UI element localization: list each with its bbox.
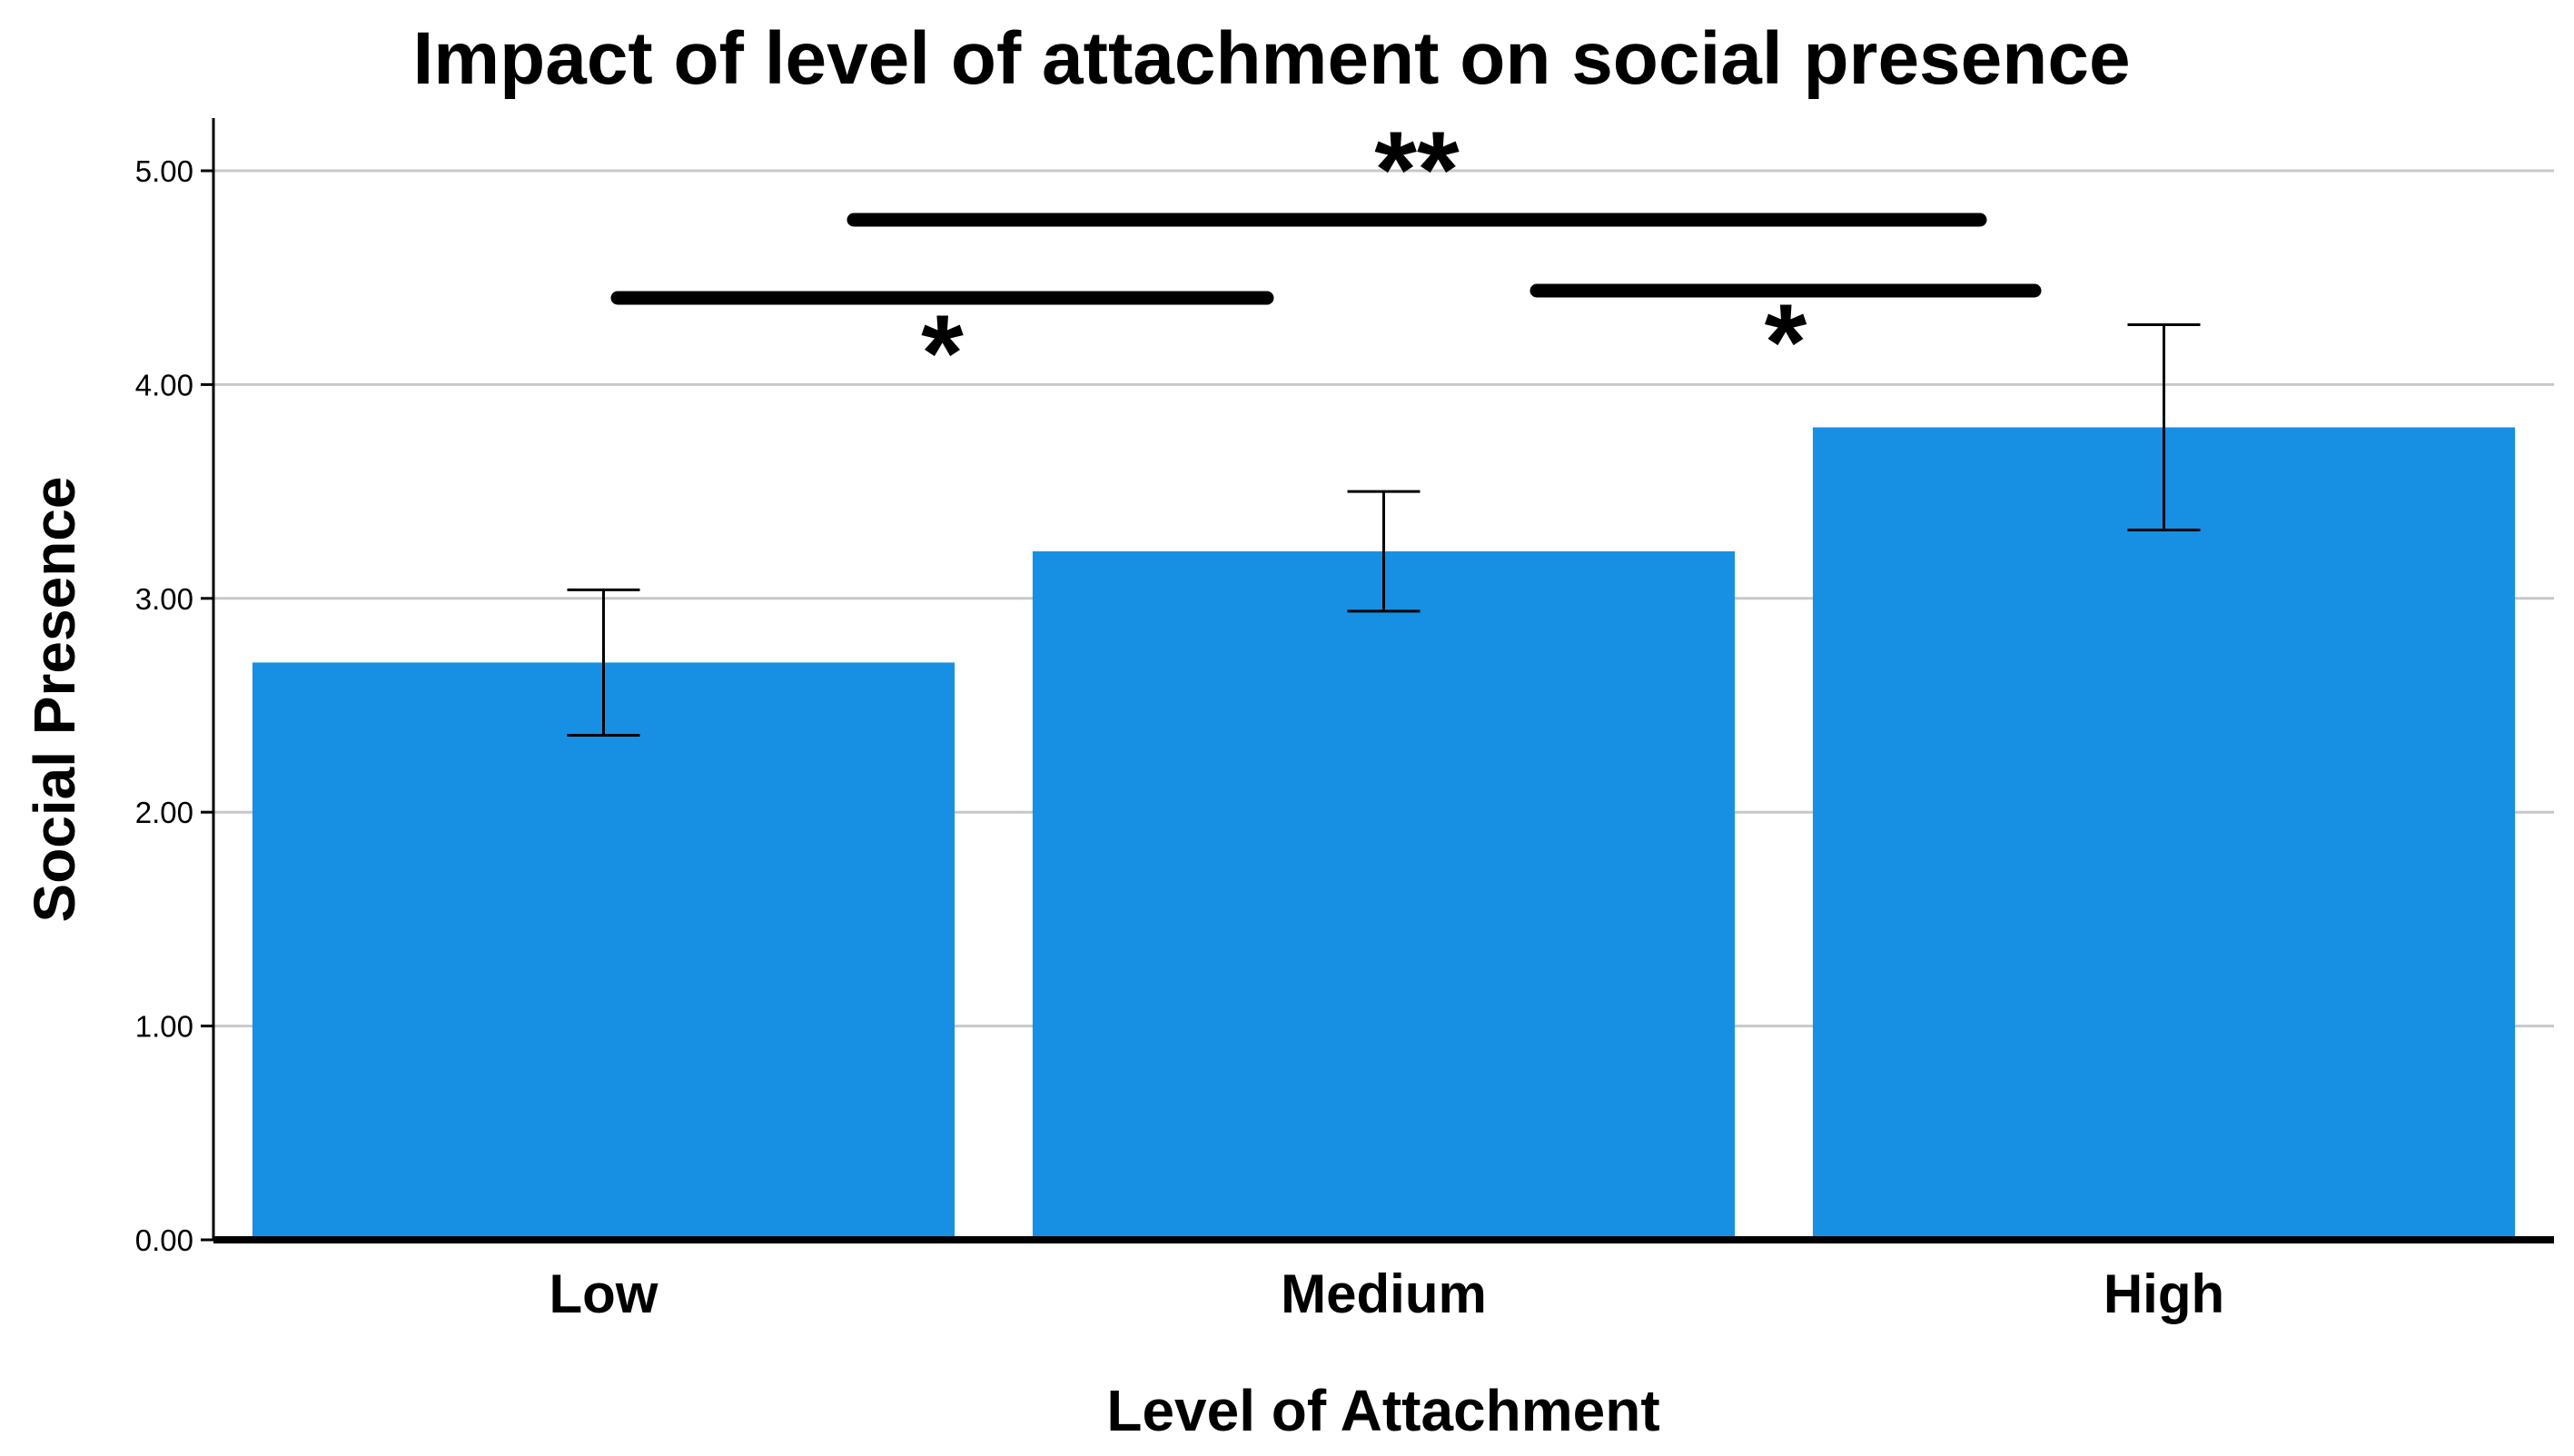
bar-low (252, 662, 955, 1240)
y-axis-label: Social Presence (22, 477, 87, 923)
y-axis-ticks: 0.00 1.00 2.00 3.00 4.00 5.00 (135, 154, 213, 1257)
x-tick-label: Low (549, 1263, 658, 1324)
x-axis-ticks: Low Medium High (549, 1263, 2225, 1324)
chart-title: Impact of level of attachment on social … (412, 17, 2130, 100)
x-tick-label: Medium (1281, 1263, 1487, 1324)
y-tick-label: 4.00 (135, 368, 193, 401)
y-tick-label: 2.00 (135, 796, 193, 829)
y-tick-label: 3.00 (135, 582, 193, 616)
significance-label: ** (1374, 109, 1460, 231)
bar-high (1812, 427, 2516, 1241)
bars (252, 427, 2516, 1241)
y-tick-label: 1.00 (135, 1010, 193, 1044)
x-axis-label: Level of Attachment (1106, 1378, 1659, 1443)
significance-label: * (1765, 282, 1807, 403)
y-tick-label: 5.00 (135, 154, 193, 188)
bar-medium (1032, 551, 1736, 1240)
significance-label: * (921, 292, 964, 414)
x-tick-label: High (2104, 1263, 2224, 1324)
error-bars (567, 322, 2201, 737)
significance-brackets: **** (610, 109, 2042, 414)
y-tick-label: 0.00 (135, 1223, 193, 1257)
